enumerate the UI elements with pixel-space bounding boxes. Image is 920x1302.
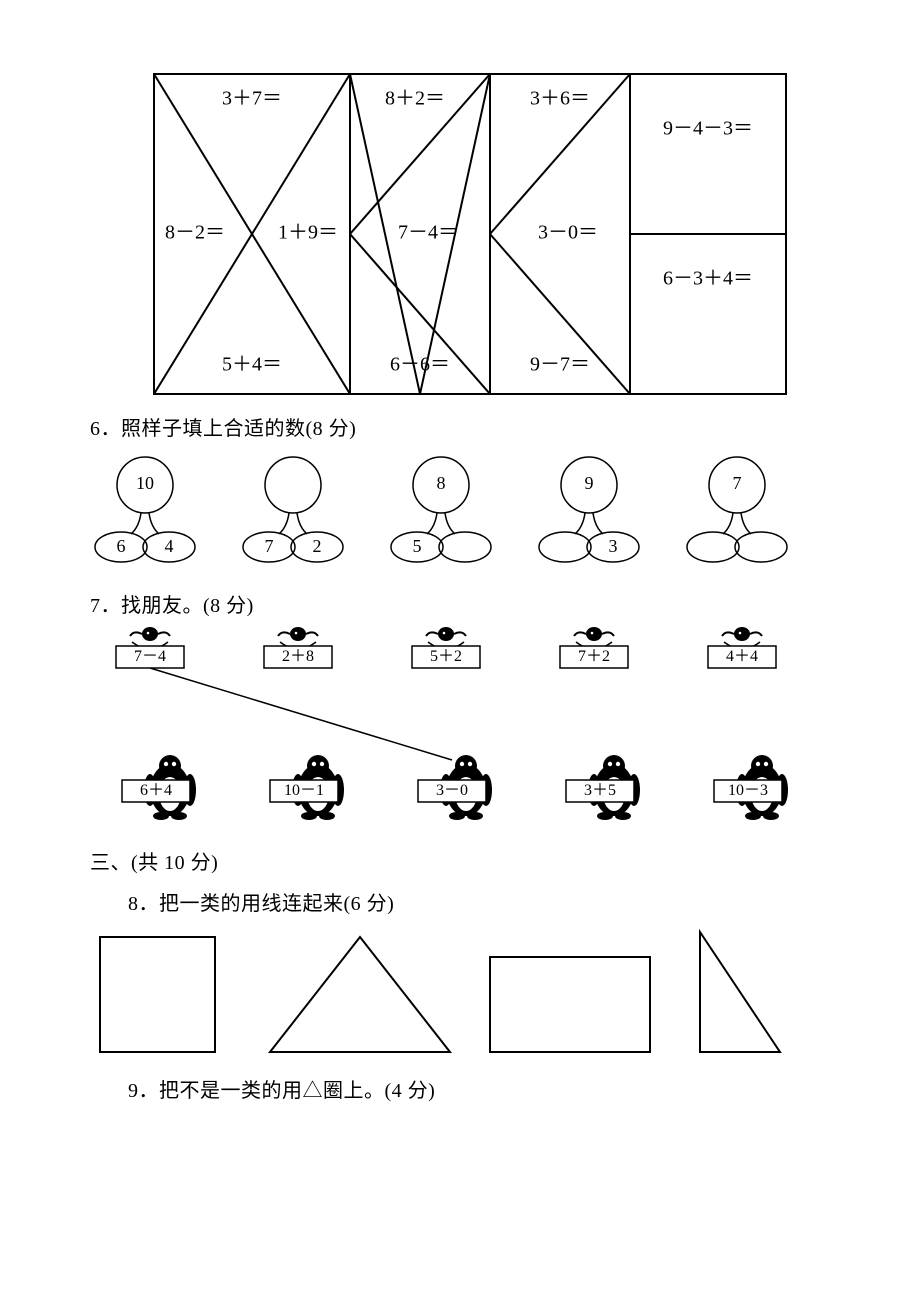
q6-number-bonds: 10 6 4 7 2 8 5 9 3 7 (90, 447, 830, 577)
q7-bottom-card-4: 10－3 (714, 755, 788, 820)
q5-mid4: 3－0＝ (538, 222, 598, 244)
shape-right-triangle (700, 932, 780, 1052)
q7-top-label-4: 4＋4 (726, 648, 758, 665)
q5-bot2: 6－6＝ (390, 354, 450, 376)
q8-title: 8．把一类的用线连起来(6 分) (128, 887, 830, 916)
q7-top-label-1: 2＋8 (282, 648, 314, 665)
q6-title: 6．照样子填上合适的数(8 分) (90, 412, 830, 441)
q6-item1-left: 7 (265, 536, 274, 556)
q7-title: 7．找朋友。(8 分) (90, 589, 830, 618)
q7-match-friends: 7－4 2＋8 5＋2 7＋2 4＋4 6＋4 10－1 3－0 3＋5 10－3 (90, 624, 830, 834)
q5-top1: 3＋7＝ (222, 88, 282, 110)
q5-right-top: 9－4－3＝ (663, 118, 753, 140)
q5-mid3: 7－4＝ (398, 222, 458, 244)
q7-top-card-0: 7－4 (116, 627, 184, 668)
q7-bottom-card-3: 3＋5 (566, 755, 640, 820)
q7-bottom-label-2: 3－0 (436, 782, 468, 799)
shape-rectangle (490, 957, 650, 1052)
q7-top-card-2: 5＋2 (412, 627, 480, 668)
q7-top-label-2: 5＋2 (430, 648, 462, 665)
q6-item3-top: 9 (585, 473, 594, 493)
q7-bottom-label-3: 3＋5 (584, 782, 616, 799)
q6-item2-left: 5 (413, 536, 422, 556)
q6-item2-top: 8 (437, 473, 446, 493)
q7-top-label-0: 7－4 (134, 648, 166, 665)
section3-title: 三、(共 10 分) (90, 846, 830, 875)
q6-item0-left: 6 (117, 536, 126, 556)
q7-example-line (150, 668, 452, 760)
q5-bot1: 5＋4＝ (222, 354, 282, 376)
q5-mid1: 8－2＝ (165, 222, 225, 244)
q7-bottom-card-0: 6＋4 (122, 755, 196, 820)
q6-item1-right: 2 (313, 536, 322, 556)
shape-triangle (270, 937, 450, 1052)
q5-bot3: 9－7＝ (530, 354, 590, 376)
q5-mid2: 1＋9＝ (278, 222, 338, 244)
shape-square (100, 937, 215, 1052)
q6-item4-top: 7 (733, 473, 742, 493)
q7-top-card-3: 7＋2 (560, 627, 628, 668)
q9-title: 9．把不是一类的用△圈上。(4 分) (128, 1074, 830, 1103)
q5-right-bot: 6－3＋4＝ (663, 268, 753, 290)
q8-shapes-row (90, 922, 830, 1062)
q7-bottom-label-0: 6＋4 (140, 782, 172, 799)
q6-item0-right: 4 (165, 536, 174, 556)
q7-top-label-3: 7＋2 (578, 648, 610, 665)
q7-top-card-1: 2＋8 (264, 627, 332, 668)
q7-bottom-label-4: 10－3 (728, 782, 768, 799)
q5-top3: 3＋6＝ (530, 88, 590, 110)
q5-top2: 8＋2＝ (385, 88, 445, 110)
q7-bottom-card-1: 10－1 (270, 755, 344, 820)
q6-item3-right: 3 (609, 536, 618, 556)
q5-expression-grid: 3＋7＝ 8＋2＝ 3＋6＝ 9－4－3＝ 8－2＝ 1＋9＝ 7－4＝ 3－0… (150, 70, 790, 400)
q7-bottom-label-1: 10－1 (284, 782, 324, 799)
q7-top-card-4: 4＋4 (708, 627, 776, 668)
q7-bottom-card-2: 3－0 (418, 755, 492, 820)
q6-item0-top: 10 (136, 473, 154, 493)
